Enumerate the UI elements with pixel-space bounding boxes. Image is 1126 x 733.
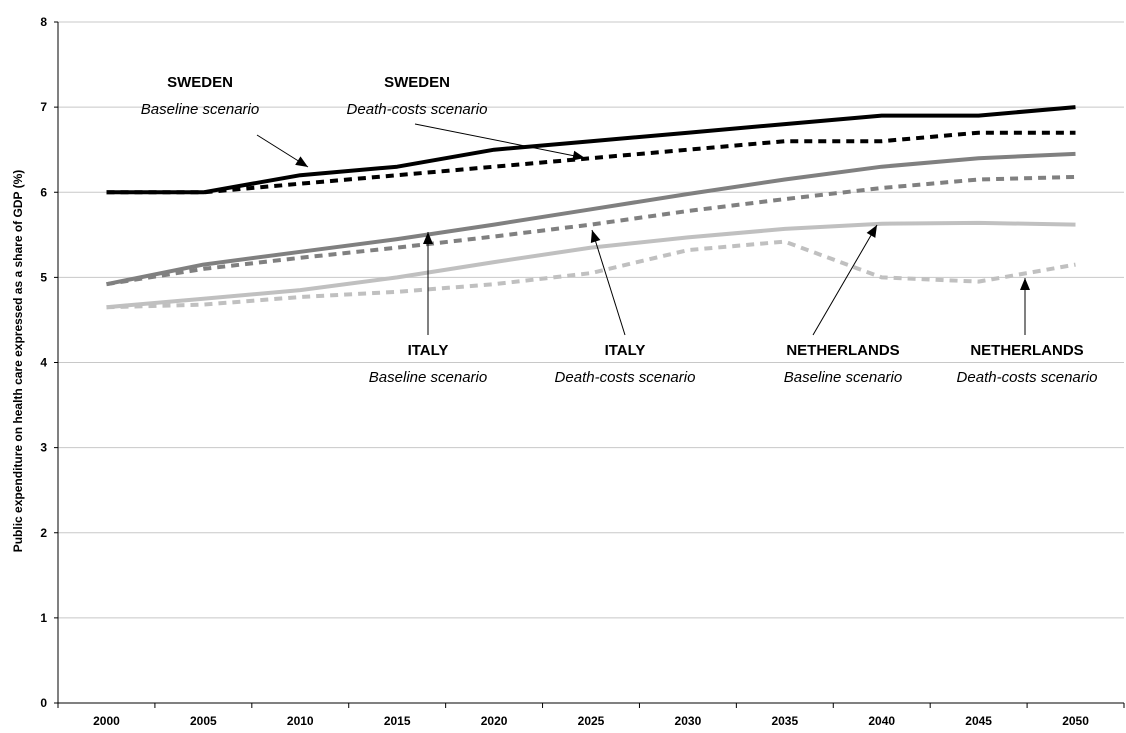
y-tick-label: 1 [40,611,47,625]
series-line-italy-baseline [106,151,1076,287]
annotation-arrow [414,123,586,159]
annotation-country: NETHERLANDS [786,342,899,359]
x-tick-label: 2020 [481,714,508,728]
y-tick-labels: 0 1 2 3 4 5 6 7 8 [40,15,47,710]
annotation-country: SWEDEN [384,74,450,91]
annotation-ann-sweden-baseline: SWEDEN Baseline scenario [141,74,309,168]
y-tick-label: 2 [40,526,47,540]
annotation-ann-sweden-death: SWEDEN Death-costs scenario [347,74,586,161]
x-tick-label: 2035 [771,714,798,728]
annotation-country: NETHERLANDS [970,342,1083,359]
annotation-scenario: Baseline scenario [141,101,259,118]
annotation-arrow [812,224,878,336]
annotation-arrow [591,229,626,336]
annotation-scenario: Death-costs scenario [347,101,488,118]
annotation-ann-nl-death: NETHERLANDS Death-costs scenario [957,278,1098,386]
x-tick-label: 2010 [287,714,314,728]
annotation-ann-nl-baseline: NETHERLANDS Baseline scenario [784,224,902,386]
y-tick-label: 7 [40,100,47,114]
annotations: SWEDEN Baseline scenario SWEDEN Death-costs… [141,74,1098,386]
annotation-ann-italy-baseline: ITALY Baseline scenario [369,232,487,386]
y-tick-label: 0 [40,696,47,710]
axes [54,21,1125,708]
annotation-scenario: Death-costs scenario [957,369,1098,386]
annotation-ann-italy-death: ITALY Death-costs scenario [555,229,696,386]
y-tick-label: 3 [40,441,47,455]
annotation-arrowhead [572,150,585,161]
annotation-country: ITALY [605,342,646,359]
y-axis-label: Public expenditure on health care expres… [11,170,25,553]
x-tick-label: 2040 [868,714,895,728]
x-tick-label: 2030 [675,714,702,728]
annotation-arrowhead [1020,278,1030,290]
annotation-country: ITALY [408,342,449,359]
y-tick-label: 5 [40,270,47,284]
annotation-arrowhead [866,225,877,238]
x-tick-labels: 2000 2005 2010 2015 2020 2025 2030 2035 2040 2045… [93,714,1089,728]
x-tick-label: 2045 [965,714,992,728]
x-tick-label: 2015 [384,714,411,728]
annotation-arrowhead [590,230,601,243]
series-lines [106,105,1076,310]
series-line-sweden-death [106,130,1076,195]
x-tick-label: 2005 [190,714,217,728]
annotation-country: SWEDEN [167,74,233,91]
y-tick-label: 8 [40,15,47,29]
annotation-arrowhead [423,232,433,244]
annotation-scenario: Baseline scenario [784,369,902,386]
series-line-netherlands-baseline [106,220,1076,310]
grid-lines [58,21,1124,619]
series-line-sweden-baseline [106,105,1076,195]
y-tick-label: 4 [40,356,47,370]
annotation-scenario: Baseline scenario [369,369,487,386]
annotation-scenario: Death-costs scenario [555,369,696,386]
x-tick-label: 2025 [578,714,605,728]
x-tick-label: 2000 [93,714,120,728]
series-line-italy-death [106,174,1076,287]
x-tick-label: 2050 [1062,714,1089,728]
y-tick-label: 6 [40,185,47,199]
series-line-netherlands-death [106,239,1076,310]
annotation-arrowhead [295,156,308,167]
